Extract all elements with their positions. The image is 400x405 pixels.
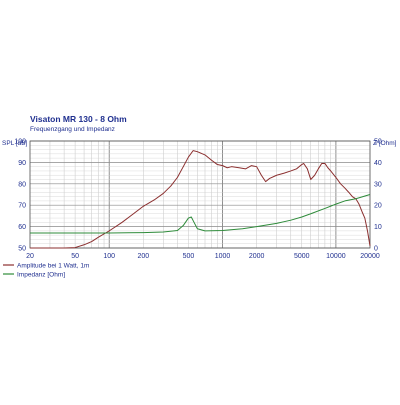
chart-subtitle: Frequenzgang und Impedanz [30,126,115,133]
y-left-tick-label: 100 [14,139,26,146]
x-tick-label: 10000 [326,253,346,260]
x-tick-label: 5000 [294,253,310,260]
legend-label: Impedanz [Ohm] [17,272,65,279]
x-tick-label: 20 [26,253,34,260]
series-line [30,150,371,249]
series-line [30,194,371,234]
x-tick-label: 50 [71,253,79,260]
y-right-axis-label: Z [Ohm] [373,140,397,147]
y-left-tick-label: 90 [18,160,26,167]
y-left-tick-label: 50 [18,246,26,253]
y-left-tick-label: 70 [18,203,26,210]
x-tick-label: 1000 [215,253,231,260]
y-left-axis-label: SPL [dB] [2,140,28,147]
y-left-tick-label: 80 [18,181,26,188]
y-left-tick-label: 60 [18,224,26,231]
x-tick-label: 20000 [360,253,380,260]
y-right-tick-label: 0 [374,246,378,253]
y-right-tick-label: 50 [374,139,382,146]
chart-title: Visaton MR 130 - 8 Ohm [30,114,127,124]
x-tick-label: 500 [183,253,195,260]
y-right-tick-label: 40 [374,160,382,167]
legend-label: Amplitude bei 1 Watt, 1m [17,263,89,270]
plot-background [30,141,370,248]
y-right-tick-label: 30 [374,181,382,188]
y-right-tick-label: 10 [374,224,382,231]
x-tick-label: 2000 [249,253,265,260]
y-right-tick-label: 20 [374,203,382,210]
x-tick-label: 100 [103,253,115,260]
x-tick-label: 200 [137,253,149,260]
